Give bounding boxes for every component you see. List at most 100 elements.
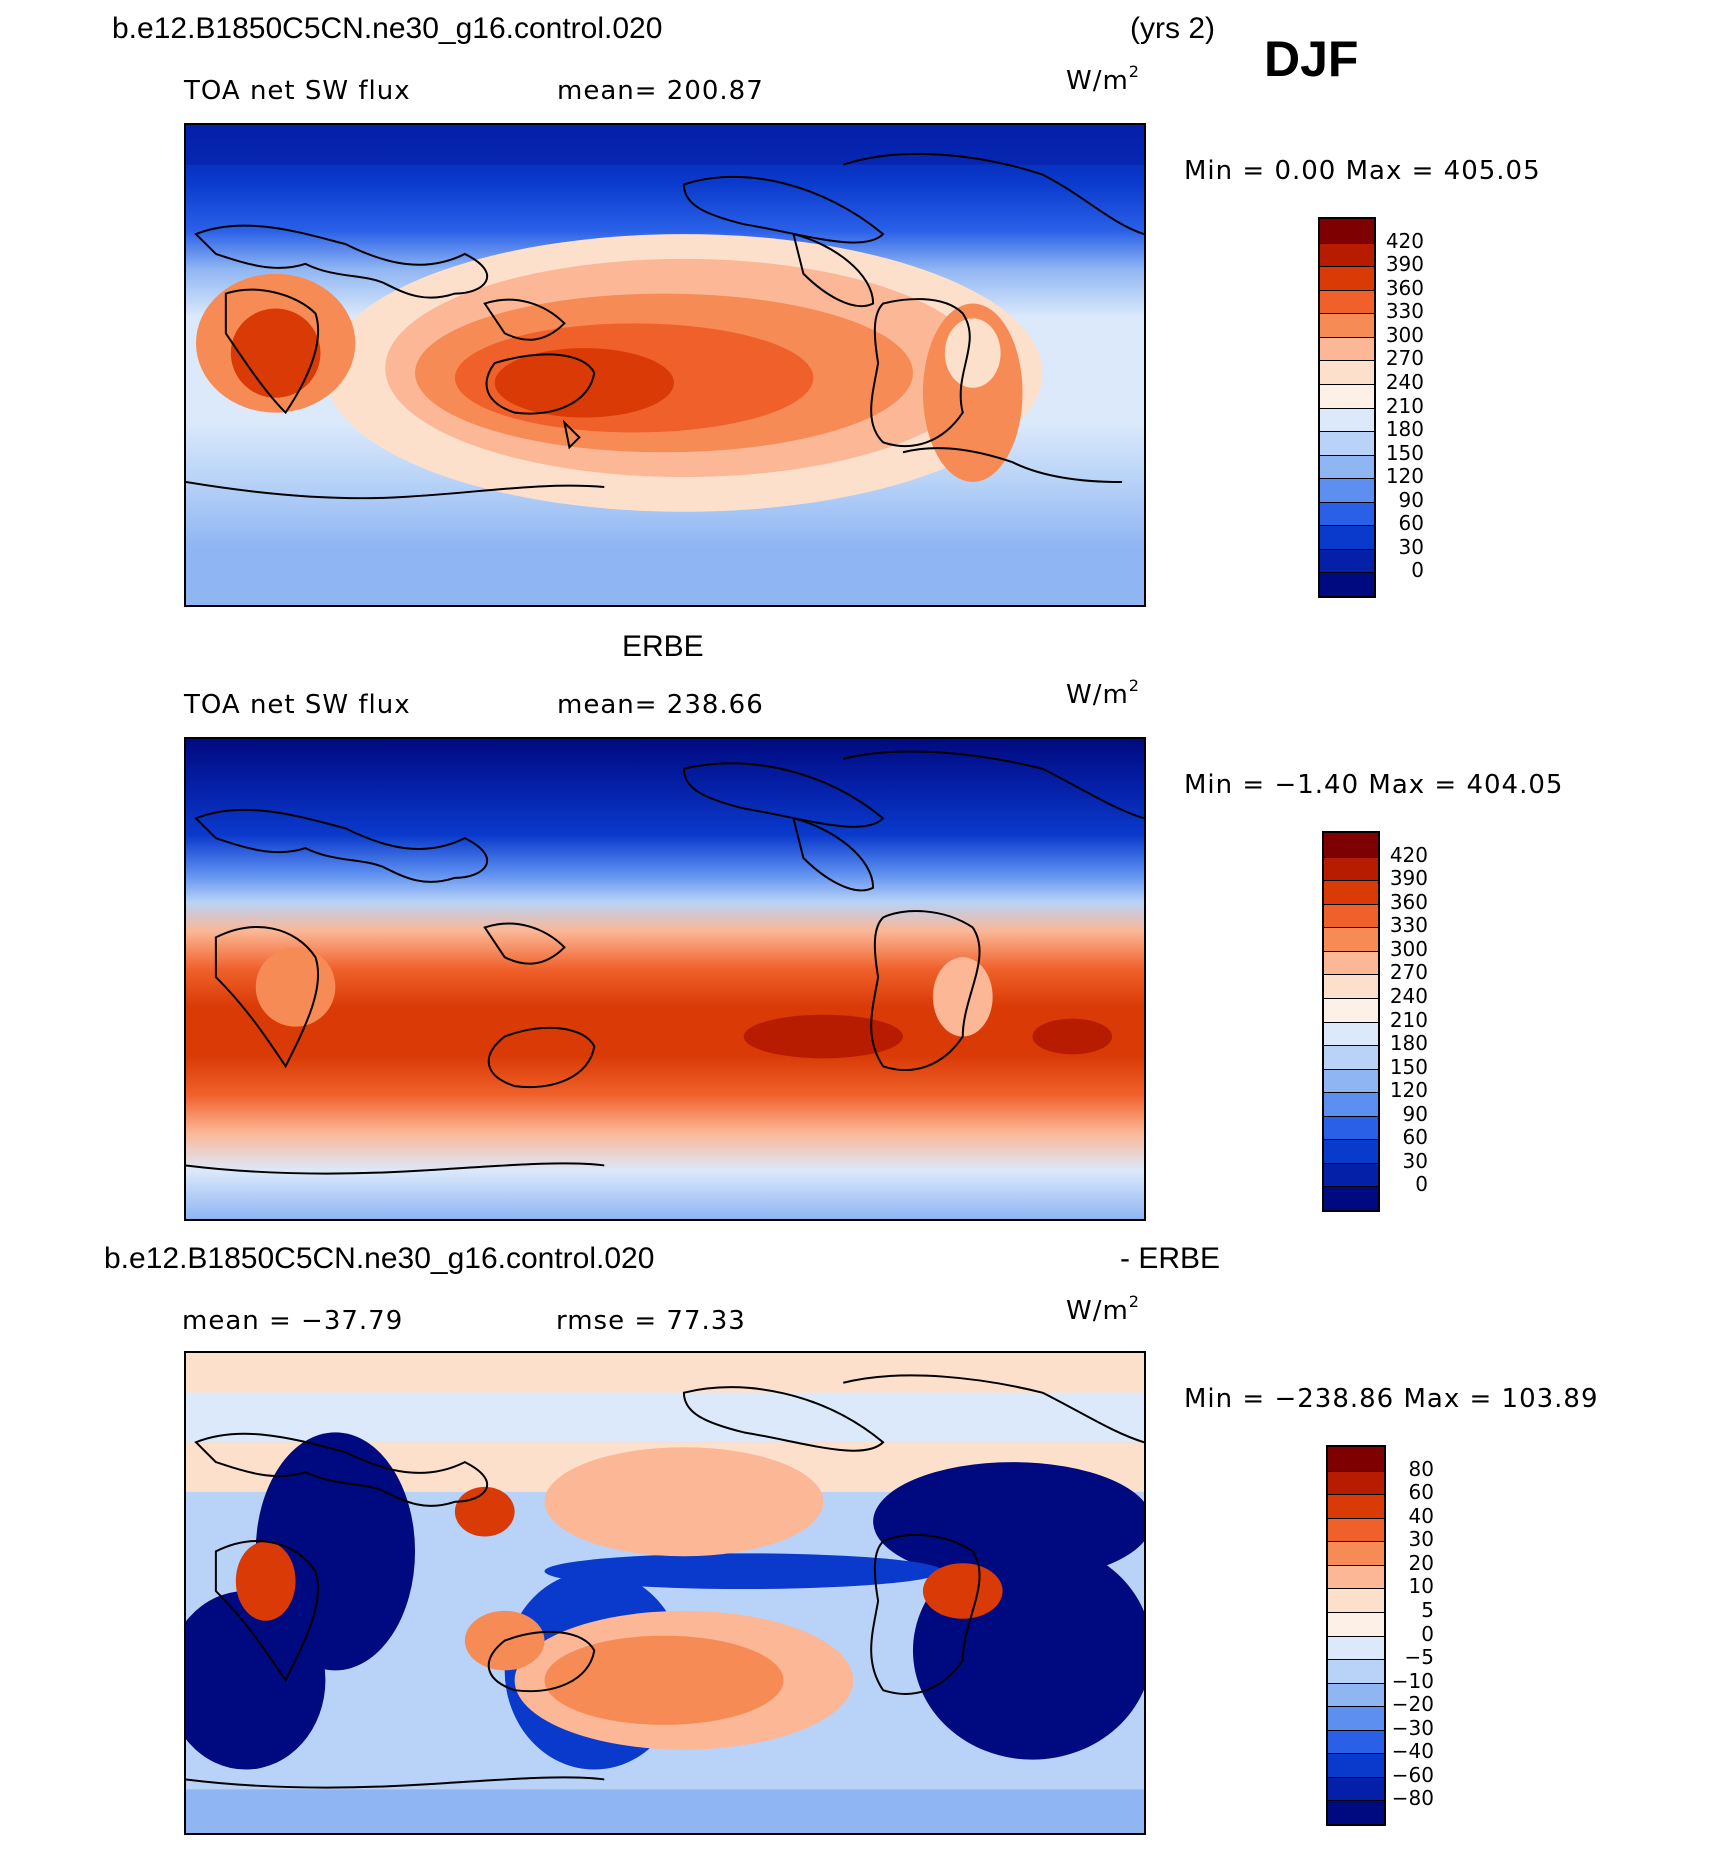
colorbar-swatch — [1324, 997, 1378, 1022]
colorbar-swatch — [1328, 1447, 1384, 1471]
colorbar-swatch — [1324, 1115, 1378, 1140]
colorbar-tick-label: 0 — [1415, 1172, 1428, 1197]
colorbar-tick-label: 5 — [1421, 1597, 1434, 1622]
colorbar-tick-label: 330 — [1389, 913, 1428, 938]
panel2-title: ERBE — [622, 630, 704, 663]
colorbar-tick-label: 0 — [1411, 558, 1424, 583]
colorbar-tick-label: 120 — [1389, 1078, 1428, 1103]
colorbar-swatch — [1328, 1729, 1384, 1754]
colorbar-swatch — [1328, 1635, 1384, 1660]
panel1-field: TOA net SW flux — [184, 76, 411, 106]
colorbar-swatch — [1324, 1045, 1378, 1069]
colorbar-tick-label: 390 — [1389, 866, 1428, 891]
colorbar-tick-label: 420 — [1389, 842, 1428, 867]
colorbar-swatch — [1328, 1682, 1384, 1707]
colorbar-swatch — [1328, 1753, 1384, 1777]
panel3-minmax: Min = −238.86 Max = 103.89 — [1184, 1384, 1599, 1414]
colorbar-swatch — [1320, 501, 1374, 526]
colorbar-swatch — [1328, 1776, 1384, 1801]
colorbar-swatch — [1320, 548, 1374, 573]
colorbar-tick-label: 80 — [1408, 1456, 1434, 1481]
colorbar-tick-label: −20 — [1391, 1692, 1434, 1717]
colorbar-swatch — [1320, 407, 1374, 432]
colorbar-tick-label: 60 — [1402, 1125, 1428, 1150]
colorbar-tick-label: 360 — [1389, 889, 1428, 914]
colorbar-tick-label: 360 — [1385, 275, 1424, 300]
colorbar-swatch — [1324, 1139, 1378, 1163]
colorbar-tick-label: 270 — [1385, 346, 1424, 371]
colorbar-swatch — [1320, 313, 1374, 337]
colorbar-tick-label: 120 — [1385, 464, 1424, 489]
colorbar-swatch — [1328, 1494, 1384, 1518]
colorbar-tick-label: 300 — [1385, 322, 1424, 347]
colorbar-swatch — [1328, 1470, 1384, 1495]
colorbar-swatch — [1328, 1611, 1384, 1636]
colorbar-tick-label: 10 — [1408, 1574, 1434, 1599]
panel2-map — [184, 737, 1146, 1221]
colorbar-swatch — [1324, 974, 1378, 998]
colorbar-swatch — [1324, 1068, 1378, 1093]
panel3-title-left: b.e12.B1850C5CN.ne30_g16.control.020 — [104, 1242, 655, 1275]
colorbar-swatch — [1328, 1541, 1384, 1565]
panel2-mean: mean= 238.66 — [557, 690, 764, 720]
panel1-minmax: Min = 0.00 Max = 405.05 — [1184, 156, 1541, 186]
colorbar-swatch — [1320, 431, 1374, 455]
panel3-map — [184, 1351, 1146, 1835]
colorbar-tick-label: 150 — [1385, 440, 1424, 465]
colorbar-tick-label: 0 — [1421, 1621, 1434, 1646]
colorbar-swatch — [1320, 525, 1374, 549]
colorbar-swatch — [1324, 833, 1378, 857]
colorbar-tick-label: −40 — [1391, 1739, 1434, 1764]
colorbar-swatch — [1320, 572, 1374, 596]
panel3-units: W/m2 — [1066, 1292, 1140, 1326]
colorbar-swatch — [1320, 478, 1374, 502]
colorbar-swatch — [1324, 927, 1378, 951]
colorbar-tick-label: 330 — [1385, 299, 1424, 324]
colorbar-swatch — [1328, 1706, 1384, 1730]
panel1-mean: mean= 200.87 — [557, 76, 764, 106]
colorbar-swatch — [1320, 454, 1374, 479]
panel3-title-right: - ERBE — [1120, 1242, 1221, 1275]
panel2-colorbar — [1322, 831, 1380, 1212]
season-label: DJF — [1264, 31, 1359, 87]
colorbar-swatch — [1324, 1162, 1378, 1187]
panel3-mean: mean = −37.79 — [182, 1306, 404, 1336]
colorbar-swatch — [1328, 1564, 1384, 1589]
colorbar-tick-label: 420 — [1385, 228, 1424, 253]
colorbar-swatch — [1320, 383, 1374, 408]
colorbar-tick-label: 390 — [1385, 252, 1424, 277]
colorbar-tick-label: 270 — [1389, 960, 1428, 985]
colorbar-tick-label: 30 — [1402, 1148, 1428, 1173]
colorbar-tick-label: 180 — [1385, 417, 1424, 442]
colorbar-swatch — [1324, 880, 1378, 904]
colorbar-tick-label: 240 — [1385, 369, 1424, 394]
panel2-field: TOA net SW flux — [184, 690, 411, 720]
panel1-units: W/m2 — [1066, 62, 1140, 96]
colorbar-swatch — [1328, 1800, 1384, 1824]
panel1-map — [184, 123, 1146, 607]
colorbar-tick-label: 20 — [1408, 1550, 1434, 1575]
colorbar-tick-label: −10 — [1391, 1668, 1434, 1693]
colorbar-swatch — [1328, 1588, 1384, 1612]
colorbar-swatch — [1320, 266, 1374, 290]
colorbar-swatch — [1324, 1186, 1378, 1210]
colorbar-tick-label: 300 — [1389, 936, 1428, 961]
colorbar-tick-label: −80 — [1391, 1786, 1434, 1811]
colorbar-tick-label: −30 — [1391, 1715, 1434, 1740]
colorbar-swatch — [1320, 360, 1374, 384]
colorbar-swatch — [1320, 219, 1374, 243]
colorbar-tick-label: 90 — [1398, 487, 1424, 512]
colorbar-swatch — [1320, 289, 1374, 314]
panel1-colorbar — [1318, 217, 1376, 598]
colorbar-swatch — [1324, 1021, 1378, 1046]
colorbar-tick-label: 60 — [1408, 1480, 1434, 1505]
colorbar-swatch — [1324, 950, 1378, 975]
colorbar-tick-label: 40 — [1408, 1503, 1434, 1528]
colorbar-tick-label: 90 — [1402, 1101, 1428, 1126]
colorbar-tick-label: 210 — [1389, 1007, 1428, 1032]
panel3-rmse: rmse = 77.33 — [556, 1306, 746, 1336]
colorbar-tick-label: 60 — [1398, 511, 1424, 536]
colorbar-tick-label: −5 — [1404, 1645, 1434, 1670]
colorbar-tick-label: 30 — [1408, 1527, 1434, 1552]
colorbar-tick-label: 240 — [1389, 983, 1428, 1008]
